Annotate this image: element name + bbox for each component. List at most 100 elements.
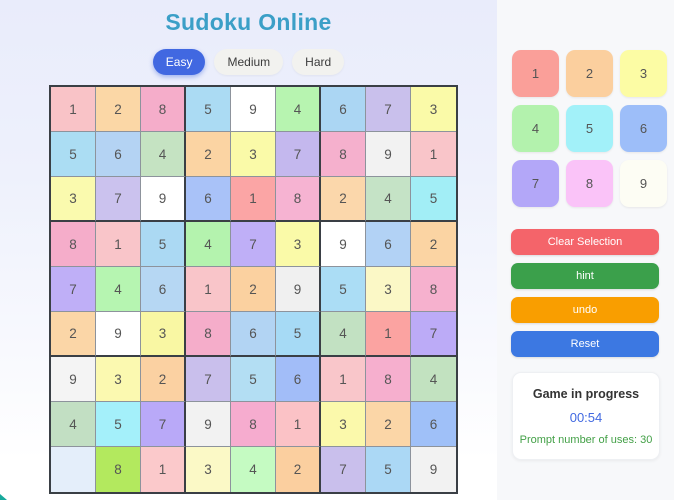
cell-r6c5[interactable]: 6 bbox=[231, 312, 276, 357]
cell-r4c7[interactable]: 9 bbox=[321, 222, 366, 267]
difficulty-hard[interactable]: Hard bbox=[292, 49, 345, 75]
cell-r9c9[interactable]: 9 bbox=[411, 447, 456, 492]
difficulty-easy[interactable]: Easy bbox=[152, 49, 206, 75]
cell-r7c6[interactable]: 6 bbox=[276, 357, 321, 402]
reset-button[interactable]: Reset bbox=[511, 331, 659, 357]
numpad-1[interactable]: 1 bbox=[512, 50, 559, 97]
cell-r4c5[interactable]: 7 bbox=[231, 222, 276, 267]
cell-r8c8[interactable]: 2 bbox=[366, 402, 411, 447]
cell-r2c8[interactable]: 9 bbox=[366, 132, 411, 177]
cell-r7c3[interactable]: 2 bbox=[141, 357, 186, 402]
cell-r4c6[interactable]: 3 bbox=[276, 222, 321, 267]
cell-r5c5[interactable]: 2 bbox=[231, 267, 276, 312]
cell-r2c9[interactable]: 1 bbox=[411, 132, 456, 177]
cell-r1c2[interactable]: 2 bbox=[96, 87, 141, 132]
cell-r4c4[interactable]: 4 bbox=[186, 222, 231, 267]
cell-r8c7[interactable]: 3 bbox=[321, 402, 366, 447]
cell-r1c8[interactable]: 7 bbox=[366, 87, 411, 132]
cell-r3c4[interactable]: 6 bbox=[186, 177, 231, 222]
numpad-3[interactable]: 3 bbox=[620, 50, 667, 97]
cell-r7c2[interactable]: 3 bbox=[96, 357, 141, 402]
cell-r9c1[interactable] bbox=[51, 447, 96, 492]
cell-r5c2[interactable]: 4 bbox=[96, 267, 141, 312]
cell-r7c7[interactable]: 1 bbox=[321, 357, 366, 402]
cell-r3c1[interactable]: 3 bbox=[51, 177, 96, 222]
cell-r5c1[interactable]: 7 bbox=[51, 267, 96, 312]
numpad-5[interactable]: 5 bbox=[566, 105, 613, 152]
cell-r7c9[interactable]: 4 bbox=[411, 357, 456, 402]
cell-r8c6[interactable]: 1 bbox=[276, 402, 321, 447]
cell-r2c6[interactable]: 7 bbox=[276, 132, 321, 177]
cell-r5c3[interactable]: 6 bbox=[141, 267, 186, 312]
cell-r3c5[interactable]: 1 bbox=[231, 177, 276, 222]
cell-r9c6[interactable]: 2 bbox=[276, 447, 321, 492]
cell-r3c3[interactable]: 9 bbox=[141, 177, 186, 222]
cell-r8c9[interactable]: 6 bbox=[411, 402, 456, 447]
cell-r9c5[interactable]: 4 bbox=[231, 447, 276, 492]
undo-button[interactable]: undo bbox=[511, 297, 659, 323]
cell-r8c1[interactable]: 4 bbox=[51, 402, 96, 447]
hint-button[interactable]: hint bbox=[511, 263, 659, 289]
cell-r3c9[interactable]: 5 bbox=[411, 177, 456, 222]
cell-r6c1[interactable]: 2 bbox=[51, 312, 96, 357]
cell-r1c9[interactable]: 3 bbox=[411, 87, 456, 132]
cell-r3c6[interactable]: 8 bbox=[276, 177, 321, 222]
cell-r3c2[interactable]: 7 bbox=[96, 177, 141, 222]
cell-r7c8[interactable]: 8 bbox=[366, 357, 411, 402]
cell-r1c6[interactable]: 4 bbox=[276, 87, 321, 132]
cell-r6c2[interactable]: 9 bbox=[96, 312, 141, 357]
cell-r6c8[interactable]: 1 bbox=[366, 312, 411, 357]
cell-r8c3[interactable]: 7 bbox=[141, 402, 186, 447]
cell-r4c8[interactable]: 6 bbox=[366, 222, 411, 267]
cell-r5c7[interactable]: 5 bbox=[321, 267, 366, 312]
cell-r6c6[interactable]: 5 bbox=[276, 312, 321, 357]
cell-r1c5[interactable]: 9 bbox=[231, 87, 276, 132]
cell-r8c5[interactable]: 8 bbox=[231, 402, 276, 447]
cell-r8c4[interactable]: 9 bbox=[186, 402, 231, 447]
cell-r2c4[interactable]: 2 bbox=[186, 132, 231, 177]
cell-r2c2[interactable]: 6 bbox=[96, 132, 141, 177]
cell-r4c1[interactable]: 8 bbox=[51, 222, 96, 267]
cell-r9c4[interactable]: 3 bbox=[186, 447, 231, 492]
cell-r7c4[interactable]: 7 bbox=[186, 357, 231, 402]
cell-r7c1[interactable]: 9 bbox=[51, 357, 96, 402]
cell-r9c8[interactable]: 5 bbox=[366, 447, 411, 492]
numpad-6[interactable]: 6 bbox=[620, 105, 667, 152]
cell-r3c7[interactable]: 2 bbox=[321, 177, 366, 222]
cell-r9c3[interactable]: 1 bbox=[141, 447, 186, 492]
cell-r5c4[interactable]: 1 bbox=[186, 267, 231, 312]
cell-r9c7[interactable]: 7 bbox=[321, 447, 366, 492]
cell-r2c3[interactable]: 4 bbox=[141, 132, 186, 177]
cell-r2c7[interactable]: 8 bbox=[321, 132, 366, 177]
numpad-2[interactable]: 2 bbox=[566, 50, 613, 97]
cell-r4c9[interactable]: 2 bbox=[411, 222, 456, 267]
cell-r2c1[interactable]: 5 bbox=[51, 132, 96, 177]
cell-r1c7[interactable]: 6 bbox=[321, 87, 366, 132]
cell-r6c7[interactable]: 4 bbox=[321, 312, 366, 357]
cell-r4c3[interactable]: 5 bbox=[141, 222, 186, 267]
numpad-9[interactable]: 9 bbox=[620, 160, 667, 207]
numpad-7[interactable]: 7 bbox=[512, 160, 559, 207]
numpad-8[interactable]: 8 bbox=[566, 160, 613, 207]
cell-r8c2[interactable]: 5 bbox=[96, 402, 141, 447]
numpad-4[interactable]: 4 bbox=[512, 105, 559, 152]
cell-r7c5[interactable]: 5 bbox=[231, 357, 276, 402]
timer-value: 00:54 bbox=[569, 410, 603, 425]
cell-r3c8[interactable]: 4 bbox=[366, 177, 411, 222]
cell-r2c5[interactable]: 3 bbox=[231, 132, 276, 177]
cell-r9c2[interactable]: 8 bbox=[96, 447, 141, 492]
cell-r1c1[interactable]: 1 bbox=[51, 87, 96, 132]
difficulty-medium[interactable]: Medium bbox=[214, 49, 284, 75]
cell-r4c2[interactable]: 1 bbox=[96, 222, 141, 267]
cell-r6c4[interactable]: 8 bbox=[186, 312, 231, 357]
cell-r6c9[interactable]: 7 bbox=[411, 312, 456, 357]
clear-selection-button[interactable]: Clear Selection bbox=[511, 229, 659, 255]
cell-r1c4[interactable]: 5 bbox=[186, 87, 231, 132]
cell-r6c3[interactable]: 3 bbox=[141, 312, 186, 357]
cell-r5c6[interactable]: 9 bbox=[276, 267, 321, 312]
cell-r1c3[interactable]: 8 bbox=[141, 87, 186, 132]
cell-r5c8[interactable]: 3 bbox=[366, 267, 411, 312]
cell-r5c9[interactable]: 8 bbox=[411, 267, 456, 312]
